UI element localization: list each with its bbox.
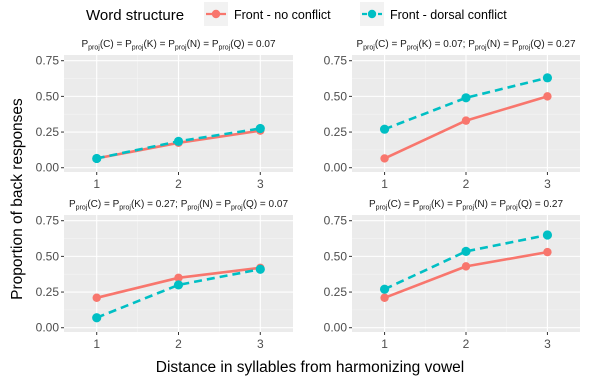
point-no-conflict bbox=[174, 273, 183, 282]
panel-title: Pproj(C) = Pproj(K) = 0.07; Pproj(N) = P… bbox=[356, 39, 575, 52]
y-axis-title: Proportion of back responses bbox=[9, 98, 26, 300]
y-tick-label: 0.00 bbox=[324, 161, 348, 175]
point-dorsal-conflict bbox=[461, 93, 471, 103]
series-line-dorsal-conflict bbox=[384, 233, 548, 291]
x-tick-label: 3 bbox=[257, 177, 264, 191]
x-tick-label: 1 bbox=[381, 337, 388, 351]
x-tick-label: 3 bbox=[544, 177, 551, 191]
y-tick-label: 0.25 bbox=[324, 285, 348, 299]
y-tick-label: 0.50 bbox=[36, 249, 60, 263]
series-line-dorsal-conflict bbox=[384, 76, 548, 131]
panel-2: 0.00 0.25 0.50 0.75 1 2 3 Pproj(C) = Pproj(K) =… bbox=[324, 39, 580, 191]
y-tick-label: 0.50 bbox=[324, 249, 348, 263]
y-tick-label: 0.25 bbox=[324, 125, 348, 139]
y-tick-label: 0.00 bbox=[324, 321, 348, 335]
series-line-dorsal-conflict bbox=[96, 267, 261, 319]
y-tick-label: 0.25 bbox=[36, 285, 60, 299]
x-tick-label: 2 bbox=[175, 337, 182, 351]
point-no-conflict bbox=[461, 116, 471, 125]
legend-title: Word structure bbox=[86, 7, 184, 24]
point-dorsal-conflict bbox=[379, 284, 390, 294]
point-no-conflict bbox=[380, 154, 389, 163]
point-dorsal-conflict bbox=[173, 136, 184, 146]
x-tick-label: 1 bbox=[93, 177, 100, 191]
legend-key-point-dorsal-conflict bbox=[367, 9, 377, 19]
y-tick-label: 0.75 bbox=[324, 54, 348, 68]
legend-label-no-conflict: Front - no conflict bbox=[234, 8, 331, 22]
point-dorsal-conflict bbox=[92, 313, 102, 323]
x-tick-label: 1 bbox=[93, 337, 100, 351]
point-dorsal-conflict bbox=[255, 123, 265, 134]
y-tick-label: 0.75 bbox=[36, 214, 60, 228]
point-no-conflict bbox=[92, 293, 101, 302]
point-dorsal-conflict bbox=[542, 230, 553, 240]
y-tick-label: 0.00 bbox=[36, 161, 60, 175]
legend-label-dorsal-conflict: Front - dorsal conflict bbox=[390, 8, 507, 22]
panel-title: Pproj(C) = Pproj(K) = 0.27; Pproj(N) = P… bbox=[69, 199, 288, 212]
point-dorsal-conflict bbox=[92, 153, 102, 164]
panel-4: 0.00 0.25 0.50 0.75 1 2 3 Pproj(C) = Pproj(K) =… bbox=[324, 199, 580, 351]
point-no-conflict bbox=[461, 262, 471, 271]
panel-3: 0.00 0.25 0.50 0.75 1 2 3 Pproj(C) = Pproj(K) =… bbox=[36, 199, 293, 351]
point-dorsal-conflict bbox=[542, 73, 553, 83]
x-tick-label: 3 bbox=[544, 337, 551, 351]
panel-title: Pproj(C) = Pproj(K) = Pproj(N) = Pproj(Q… bbox=[81, 39, 275, 52]
legend-key-point-no-conflict bbox=[211, 9, 221, 19]
point-no-conflict bbox=[543, 92, 552, 101]
x-tick-label: 1 bbox=[381, 177, 388, 191]
x-tick-label: 2 bbox=[463, 177, 470, 191]
point-dorsal-conflict bbox=[255, 264, 265, 274]
panel-title: Pproj(C) = Pproj(K) = Pproj(N) = Pproj(Q… bbox=[369, 199, 563, 212]
y-tick-label: 0.75 bbox=[36, 54, 60, 68]
x-axis-title: Distance in syllables from harmonizing v… bbox=[156, 359, 464, 376]
x-tick-label: 2 bbox=[463, 337, 470, 351]
x-tick-label: 2 bbox=[175, 177, 182, 191]
point-no-conflict bbox=[543, 247, 552, 257]
panel-1: 0.00 0.25 0.50 0.75 1 2 3 Pproj(C) = Pproj(K) =… bbox=[36, 39, 293, 191]
y-tick-label: 0.75 bbox=[324, 214, 348, 228]
panels: 0.00 0.25 0.50 0.75 1 2 3 Pproj(C) = Pproj(K) =… bbox=[36, 39, 580, 351]
point-dorsal-conflict bbox=[379, 124, 390, 134]
x-tick-label: 3 bbox=[257, 337, 264, 351]
legend: Word structure Front - no conflict Front… bbox=[86, 2, 507, 26]
point-dorsal-conflict bbox=[173, 280, 184, 290]
y-tick-label: 0.00 bbox=[36, 321, 60, 335]
y-tick-label: 0.50 bbox=[36, 89, 60, 103]
point-dorsal-conflict bbox=[461, 246, 471, 256]
y-tick-label: 0.50 bbox=[324, 89, 348, 103]
y-tick-label: 0.25 bbox=[36, 125, 60, 139]
point-no-conflict bbox=[380, 293, 389, 302]
